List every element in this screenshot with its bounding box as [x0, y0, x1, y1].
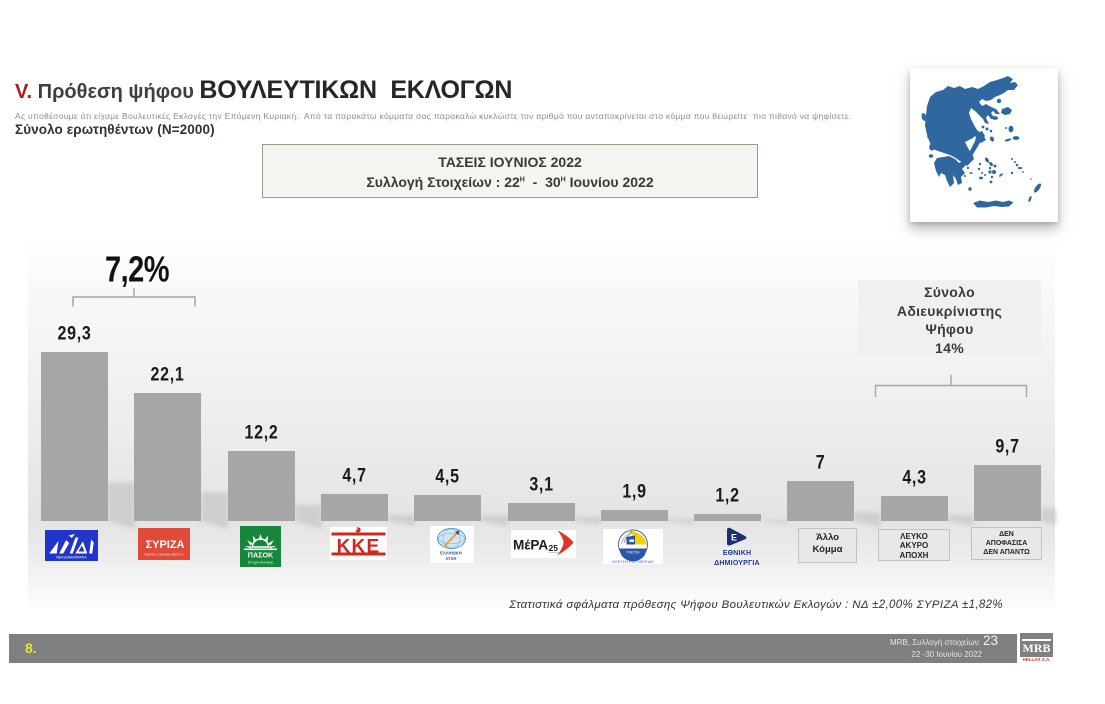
svg-text:ΜέΡΑ: ΜέΡΑ	[513, 538, 548, 553]
svg-text:Ε: Ε	[731, 533, 737, 543]
svg-text:25: 25	[549, 543, 559, 553]
svg-text:ΚΚΕ: ΚΚΕ	[337, 537, 381, 558]
svg-text:ΝΕΑ ΔΗΜΟΚΡΑΤΙΑ: ΝΕΑ ΔΗΜΟΚΡΑΤΙΑ	[56, 556, 87, 560]
svg-text:ΛΥΣΗ: ΛΥΣΗ	[446, 556, 457, 561]
svg-text:ΠΑΣΟΚ: ΠΑΣΟΚ	[248, 551, 274, 560]
svg-text:ΠΛΕΥΣΗ: ΠΛΕΥΣΗ	[627, 550, 641, 554]
svg-text:ΣΥΡΙΖΑ: ΣΥΡΙΖΑ	[146, 539, 185, 551]
svg-text:ΠΛΕΥΣΗ ΕΛΕΥΘΕΡΙΑΣ: ΠΛΕΥΣΗ ΕΛΕΥΘΕΡΙΑΣ	[612, 560, 654, 564]
svg-text:ΕΛΛΗΝΙΚΗ: ΕΛΛΗΝΙΚΗ	[440, 551, 462, 556]
svg-text:ΕΝΩΤΙΚΟ ΚΟΙΝΩΝΙΚΟ ΜΕΤΩΠΟ: ΕΝΩΤΙΚΟ ΚΟΙΝΩΝΙΚΟ ΜΕΤΩΠΟ	[145, 553, 184, 557]
svg-text:Κίνημα Αλλαγής: Κίνημα Αλλαγής	[248, 561, 274, 565]
